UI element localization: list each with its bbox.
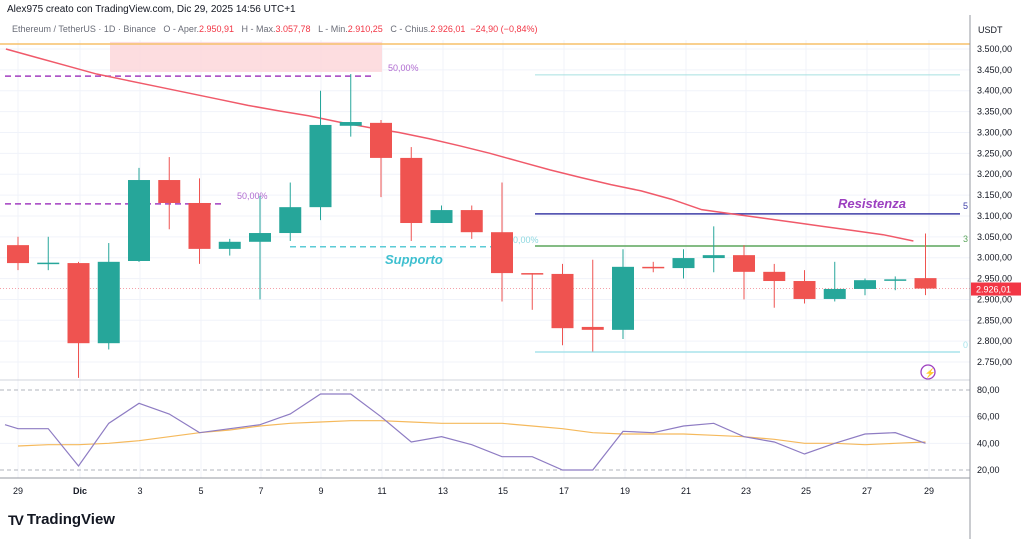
price-tick: 3.200,00 [977, 169, 1012, 179]
candle-body [7, 245, 29, 264]
current-price-badge [971, 282, 1021, 296]
candle-body [612, 266, 634, 330]
time-tick: 29 [13, 486, 23, 496]
price-tick: 3.100,00 [977, 211, 1012, 221]
price-tick: 3.000,00 [977, 253, 1012, 263]
time-tick: 25 [801, 486, 811, 496]
close-value: 2.926,01 [430, 24, 466, 34]
time-tick: 23 [741, 486, 751, 496]
price-tick: 2.900,00 [977, 294, 1012, 304]
moving-average-line [5, 48, 914, 242]
time-tick: 27 [862, 486, 872, 496]
candle-body [763, 271, 786, 282]
time-tick: 11 [377, 486, 386, 496]
candle-body [460, 210, 483, 233]
close-label: C - Chius. [390, 24, 431, 34]
price-tick: 2.950,00 [977, 274, 1012, 284]
osc-tick: 60,00 [977, 412, 1000, 422]
open-label: O - Aper. [163, 24, 199, 34]
lightning-icon: ⚡ [925, 367, 936, 379]
time-tick: 9 [318, 486, 323, 496]
tradingview-logo-icon: TV [8, 511, 24, 528]
candle-body [854, 280, 876, 289]
candle-body [702, 255, 725, 259]
candle-body [430, 210, 453, 224]
price-tick: 3.450,00 [977, 65, 1012, 75]
price-tick: 3.300,00 [977, 127, 1012, 137]
osc-tick: 20,00 [977, 465, 1000, 475]
candle-body [914, 278, 937, 289]
candle-body [339, 122, 362, 126]
tradingview-logo: TV TradingView [8, 511, 115, 528]
time-tick: 3 [137, 486, 142, 496]
candle-body [551, 273, 574, 329]
open-value: 2.950,91 [198, 24, 234, 34]
candle-body [188, 202, 211, 249]
price-tick: 3.350,00 [977, 107, 1012, 117]
time-tick: 5 [198, 486, 203, 496]
resistance-label: Resistenza [838, 196, 906, 211]
time-tick: Dic [73, 486, 87, 496]
candle-body [309, 124, 332, 208]
candle-body [581, 326, 604, 330]
high-value: 3.057,78 [275, 24, 311, 34]
edge-label: 3 [963, 234, 968, 244]
candle-body [733, 255, 755, 272]
rsi-ma-line [17, 420, 926, 447]
candle-body [128, 180, 150, 261]
time-tick: 21 [681, 486, 691, 496]
price-axis-currency: USDT [978, 25, 1003, 35]
edge-label: 0 [963, 340, 968, 350]
current-price-label: 2.926,01 [976, 285, 1011, 295]
time-tick: 29 [924, 486, 934, 496]
rsi-line [4, 393, 926, 471]
price-tick: 2.850,00 [977, 315, 1012, 325]
candle-body [642, 266, 665, 269]
candle-body [400, 157, 423, 224]
candle-body [37, 262, 60, 265]
candle-body [672, 258, 695, 269]
candle-body [158, 180, 181, 203]
time-tick: 7 [258, 486, 263, 496]
price-tick: 2.750,00 [977, 357, 1012, 367]
low-label: L - Min. [318, 24, 348, 34]
candle-body [521, 273, 544, 275]
fib-label-mid: 50,00% [237, 191, 268, 201]
osc-tick: 40,00 [977, 438, 1000, 448]
candle-body [884, 279, 907, 281]
change-value: −24,90 (−0,84%) [470, 24, 538, 34]
ohlc-legend: Ethereum / TetherUS · 1D · Binance O - A… [12, 24, 537, 34]
price-tick: 3.400,00 [977, 86, 1012, 96]
alert-lightning-icon [920, 364, 936, 380]
fib-label-support: 50,00% [508, 235, 539, 245]
chart-credit: Alex975 creato con TradingView.com, Dic … [7, 4, 296, 15]
candle-body [279, 207, 302, 234]
symbol-info[interactable]: Ethereum / TetherUS · 1D · Binance [12, 24, 156, 34]
candle-body [793, 281, 816, 299]
price-tick: 3.150,00 [977, 190, 1012, 200]
candle-body [67, 263, 90, 344]
candle-body [370, 122, 392, 158]
price-tick: 3.050,00 [977, 232, 1012, 242]
price-tick: 3.500,00 [977, 44, 1012, 54]
high-label: H - Max. [241, 24, 276, 34]
time-tick: 19 [620, 486, 630, 496]
price-tick: 2.800,00 [977, 336, 1012, 346]
edge-label: 5 [963, 201, 968, 211]
low-value: 2.910,25 [347, 24, 383, 34]
price-zone [110, 41, 382, 72]
support-label: Supporto [385, 252, 443, 267]
time-tick: 15 [498, 486, 508, 496]
candle-body [218, 241, 241, 249]
time-tick: 13 [438, 486, 448, 496]
price-tick: 3.250,00 [977, 148, 1012, 158]
osc-tick: 80,00 [977, 385, 1000, 395]
candle-body [491, 232, 513, 274]
candle-body [823, 288, 846, 299]
time-tick: 17 [559, 486, 569, 496]
fib-label-top: 50,00% [388, 63, 419, 73]
candle-body [249, 233, 271, 242]
candle-body [97, 261, 120, 344]
